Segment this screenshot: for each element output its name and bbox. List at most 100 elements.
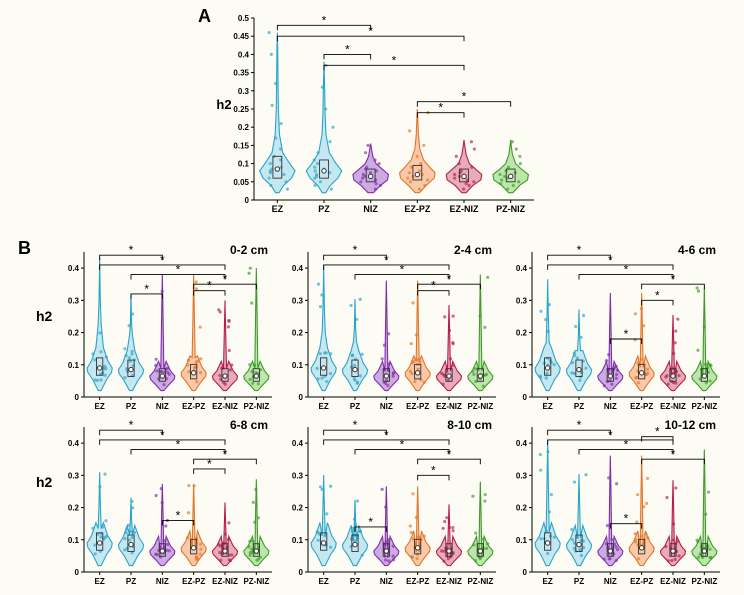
- svg-text:0.1: 0.1: [292, 536, 304, 545]
- svg-text:EZ: EZ: [543, 577, 553, 586]
- svg-text:0.5: 0.5: [238, 14, 250, 23]
- svg-text:0.4: 0.4: [68, 439, 80, 448]
- svg-text:*: *: [160, 428, 165, 442]
- svg-text:NIZ: NIZ: [380, 402, 393, 411]
- svg-text:4-6 cm: 4-6 cm: [678, 243, 716, 257]
- panel-a: 00.050.10.150.20.250.30.350.40.450.5EZPZ…: [214, 10, 544, 220]
- svg-text:*: *: [462, 90, 467, 104]
- svg-text:PZ-NIZ: PZ-NIZ: [243, 577, 269, 586]
- svg-text:*: *: [431, 279, 436, 293]
- svg-text:0-2 cm: 0-2 cm: [230, 243, 268, 257]
- svg-text:*: *: [322, 13, 327, 27]
- svg-text:0.3: 0.3: [292, 471, 304, 480]
- svg-text:PZ: PZ: [318, 204, 330, 214]
- svg-text:EZ-PZ: EZ-PZ: [182, 577, 205, 586]
- svg-text:h2: h2: [216, 97, 231, 112]
- svg-text:10-12 cm: 10-12 cm: [665, 418, 716, 432]
- svg-text:0.3: 0.3: [516, 471, 528, 480]
- svg-text:EZ: EZ: [95, 577, 105, 586]
- panel-label-a: A: [198, 6, 211, 27]
- svg-text:*: *: [392, 53, 397, 67]
- svg-text:*: *: [345, 42, 350, 56]
- svg-text:0.1: 0.1: [238, 160, 250, 169]
- svg-text:*: *: [671, 272, 676, 286]
- svg-text:*: *: [176, 263, 181, 277]
- svg-text:NIZ: NIZ: [380, 577, 393, 586]
- svg-text:NIZ: NIZ: [604, 402, 617, 411]
- svg-text:EZ-NIZ: EZ-NIZ: [660, 402, 686, 411]
- svg-text:EZ-NIZ: EZ-NIZ: [436, 402, 462, 411]
- svg-text:0.4: 0.4: [68, 264, 80, 273]
- svg-text:PZ-NIZ: PZ-NIZ: [243, 402, 269, 411]
- svg-text:EZ: EZ: [319, 577, 329, 586]
- svg-text:PZ-NIZ: PZ-NIZ: [496, 204, 525, 214]
- svg-text:0: 0: [523, 568, 528, 577]
- svg-text:*: *: [624, 327, 629, 341]
- svg-text:*: *: [431, 463, 436, 477]
- svg-text:*: *: [400, 263, 405, 277]
- svg-text:0.1: 0.1: [292, 361, 304, 370]
- svg-text:EZ-PZ: EZ-PZ: [406, 577, 429, 586]
- svg-text:*: *: [144, 282, 149, 296]
- svg-text:0.2: 0.2: [68, 329, 80, 338]
- svg-text:0.3: 0.3: [68, 296, 80, 305]
- svg-text:*: *: [400, 438, 405, 452]
- svg-text:0.45: 0.45: [233, 32, 249, 41]
- svg-text:0.35: 0.35: [233, 69, 249, 78]
- panel-label-b: B: [18, 238, 31, 259]
- svg-text:PZ: PZ: [126, 402, 136, 411]
- svg-text:0.1: 0.1: [516, 536, 528, 545]
- ylabel-row1: h2: [36, 308, 52, 324]
- panel-b-svg: 0 0.1 0.2 0.3 0.4 EZ PZ NIZ EZ-PZ EZ-NIZ PZ-NIZ 0-2…: [54, 240, 726, 590]
- svg-text:*: *: [160, 253, 165, 267]
- svg-text:0: 0: [75, 568, 80, 577]
- svg-text:NIZ: NIZ: [604, 577, 617, 586]
- svg-text:*: *: [207, 457, 212, 471]
- svg-text:PZ-NIZ: PZ-NIZ: [467, 402, 493, 411]
- svg-text:0.2: 0.2: [292, 329, 304, 338]
- svg-text:EZ-NIZ: EZ-NIZ: [450, 204, 479, 214]
- svg-text:EZ-PZ: EZ-PZ: [182, 402, 205, 411]
- svg-text:0.4: 0.4: [292, 439, 304, 448]
- svg-text:*: *: [438, 101, 443, 115]
- svg-text:*: *: [447, 272, 452, 286]
- svg-text:*: *: [655, 288, 660, 302]
- svg-text:0.1: 0.1: [68, 361, 80, 370]
- svg-text:0.2: 0.2: [516, 329, 528, 338]
- ylabel-row2: h2: [36, 474, 52, 490]
- svg-text:*: *: [129, 243, 134, 257]
- svg-text:0: 0: [75, 393, 80, 402]
- svg-text:0.2: 0.2: [68, 504, 80, 513]
- svg-text:*: *: [368, 515, 373, 529]
- panel-a-svg: 00.050.10.150.20.250.30.350.40.450.5EZPZ…: [214, 10, 544, 220]
- svg-text:NIZ: NIZ: [156, 577, 169, 586]
- svg-text:0.15: 0.15: [233, 141, 249, 150]
- svg-text:*: *: [624, 512, 629, 526]
- svg-text:EZ-PZ: EZ-PZ: [404, 204, 431, 214]
- svg-text:*: *: [577, 418, 582, 432]
- svg-text:NIZ: NIZ: [156, 402, 169, 411]
- svg-text:EZ: EZ: [543, 402, 553, 411]
- svg-text:EZ-PZ: EZ-PZ: [630, 402, 653, 411]
- svg-text:0.2: 0.2: [516, 504, 528, 513]
- svg-text:*: *: [624, 263, 629, 277]
- svg-text:*: *: [176, 438, 181, 452]
- svg-text:0: 0: [299, 393, 304, 402]
- svg-text:*: *: [624, 438, 629, 452]
- svg-text:*: *: [608, 253, 613, 267]
- svg-text:0.3: 0.3: [68, 471, 80, 480]
- svg-text:EZ-NIZ: EZ-NIZ: [212, 402, 238, 411]
- svg-text:*: *: [671, 447, 676, 461]
- svg-text:PZ-NIZ: PZ-NIZ: [691, 577, 717, 586]
- svg-text:0.4: 0.4: [516, 264, 528, 273]
- svg-text:0.3: 0.3: [238, 87, 250, 96]
- svg-text:0.2: 0.2: [292, 504, 304, 513]
- svg-text:0.3: 0.3: [516, 296, 528, 305]
- svg-text:PZ: PZ: [574, 402, 584, 411]
- svg-text:0.2: 0.2: [238, 123, 250, 132]
- panel-b: 0 0.1 0.2 0.3 0.4 EZ PZ NIZ EZ-PZ EZ-NIZ PZ-NIZ 0-2…: [54, 240, 726, 590]
- svg-text:0: 0: [245, 196, 250, 205]
- svg-text:*: *: [207, 279, 212, 293]
- svg-text:0.4: 0.4: [516, 439, 528, 448]
- svg-text:*: *: [384, 428, 389, 442]
